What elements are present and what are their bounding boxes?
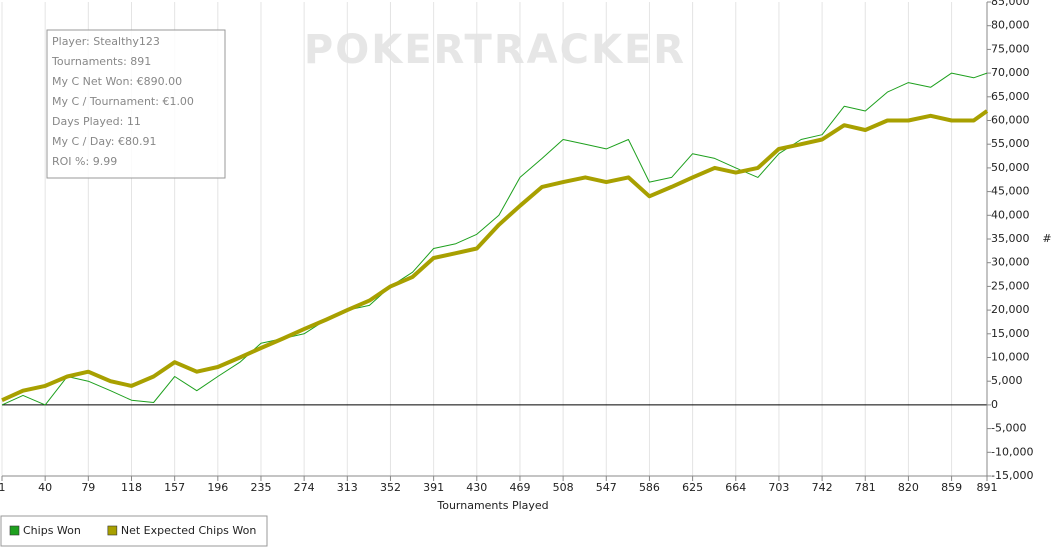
series-line xyxy=(1,109,989,403)
y-tick-label: 5,000 xyxy=(991,374,1023,387)
x-tick-label: 274 xyxy=(294,481,315,494)
y-tick-label: 40,000 xyxy=(991,208,1030,221)
x-tick-label: 391 xyxy=(423,481,444,494)
info-line: Player: Stealthy123 xyxy=(52,35,160,48)
x-tick-label: 781 xyxy=(855,481,876,494)
y-tick-label: 45,000 xyxy=(991,185,1030,198)
x-tick-label: 547 xyxy=(596,481,617,494)
x-tick-label: 859 xyxy=(941,481,962,494)
y-tick-label: -5,000 xyxy=(991,422,1026,435)
y-tick-label: 65,000 xyxy=(991,90,1030,103)
y-tick-label: 35,000 xyxy=(991,232,1030,245)
info-line: Days Played: 11 xyxy=(52,115,141,128)
x-tick-label: 157 xyxy=(164,481,185,494)
legend-label: Chips Won xyxy=(23,524,81,537)
y-tick-label: 70,000 xyxy=(991,66,1030,79)
y-tick-label: -15,000 xyxy=(991,469,1033,482)
x-tick-label: 313 xyxy=(337,481,358,494)
legend-swatch xyxy=(107,525,118,536)
x-tick-label: 508 xyxy=(553,481,574,494)
series-line xyxy=(1,72,988,406)
info-line: ROI %: 9.99 xyxy=(52,155,117,168)
x-tick-label: 1 xyxy=(0,481,6,494)
x-tick-label: 430 xyxy=(466,481,487,494)
legend-box xyxy=(0,515,268,547)
y-tick-label: 0 xyxy=(991,398,998,411)
x-tick-label: 625 xyxy=(682,481,703,494)
legend-label: Net Expected Chips Won xyxy=(121,524,257,537)
y-tick-label: -10,000 xyxy=(991,445,1033,458)
x-tick-label: 586 xyxy=(639,481,660,494)
x-tick-label: 742 xyxy=(812,481,833,494)
x-axis-label: Tournaments Played xyxy=(436,499,548,512)
y-tick-label: 30,000 xyxy=(991,256,1030,269)
x-tick-label: 79 xyxy=(81,481,95,494)
info-line: My C / Tournament: €1.00 xyxy=(52,95,194,108)
y-tick-label: 10,000 xyxy=(991,351,1030,364)
info-box: Player: Stealthy123 Tournaments: 891 My C … xyxy=(46,29,226,179)
info-line: Tournaments: 891 xyxy=(51,55,151,68)
y-tick-label: 75,000 xyxy=(991,42,1030,55)
y-tick-label: 25,000 xyxy=(991,279,1030,292)
x-tick-label: 352 xyxy=(380,481,401,494)
y-tick-label: 50,000 xyxy=(991,161,1030,174)
y-tick-label: 60,000 xyxy=(991,114,1030,127)
x-tick-label: 820 xyxy=(898,481,919,494)
x-tick-label: 40 xyxy=(38,481,52,494)
y-tick-label: 80,000 xyxy=(991,19,1030,32)
x-tick-label: 196 xyxy=(207,481,228,494)
x-tick-label: 891 xyxy=(977,481,998,494)
y-axis-label: # xyxy=(1042,232,1051,245)
x-tick-label: 118 xyxy=(121,481,142,494)
x-tick-label: 235 xyxy=(250,481,271,494)
x-tick-label: 469 xyxy=(509,481,530,494)
watermark: POKERTRACKER xyxy=(304,27,686,73)
info-line: My C Net Won: €890.00 xyxy=(52,75,182,88)
info-line: My C / Day: €80.91 xyxy=(52,135,157,148)
y-tick-label: 85,000 xyxy=(991,0,1030,8)
y-tick-label: 20,000 xyxy=(991,303,1030,316)
y-tick-label: 15,000 xyxy=(991,327,1030,340)
x-tick-label: 664 xyxy=(725,481,746,494)
y-tick-label: 55,000 xyxy=(991,137,1030,150)
x-tick-label: 703 xyxy=(768,481,789,494)
legend-swatch xyxy=(9,525,20,536)
info-box-frame xyxy=(46,29,226,179)
